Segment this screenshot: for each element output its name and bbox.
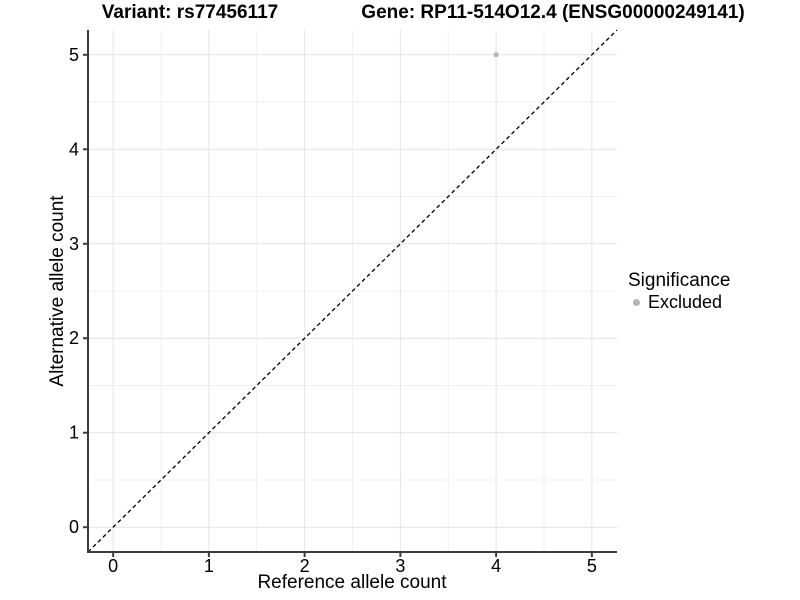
x-tick-label: 0 (108, 556, 118, 576)
legend-title: Significance (628, 270, 731, 291)
y-tick-label: 5 (69, 45, 79, 65)
y-tick-label: 3 (69, 234, 79, 254)
legend-items: Excluded (628, 292, 730, 312)
y-tick-label: 2 (69, 328, 79, 348)
data-point (493, 52, 499, 58)
x-axis-title: Reference allele count (257, 572, 447, 593)
y-tick-label: 0 (69, 517, 79, 537)
x-tick-label: 5 (587, 556, 597, 576)
identity-line (87, 29, 618, 553)
variant-title: Variant: rs77456117 (101, 2, 279, 23)
x-tick-label: 4 (491, 556, 501, 576)
y-tick-label: 1 (69, 423, 79, 443)
gene-title: Gene: RP11-514O12.4 (ENSG00000249141) (361, 2, 745, 23)
legend-item-label: Excluded (648, 291, 723, 312)
y-tick-label: 4 (69, 139, 79, 159)
legend-item: Excluded (628, 292, 730, 312)
x-tick-label: 2 (300, 556, 310, 576)
legend: Significance Excluded (628, 269, 730, 312)
legend-key-dot-icon (633, 298, 640, 306)
x-tick-label: 3 (395, 556, 405, 576)
x-tick-label: 1 (204, 556, 214, 576)
y-axis-title: Alternative allele count (47, 195, 68, 387)
